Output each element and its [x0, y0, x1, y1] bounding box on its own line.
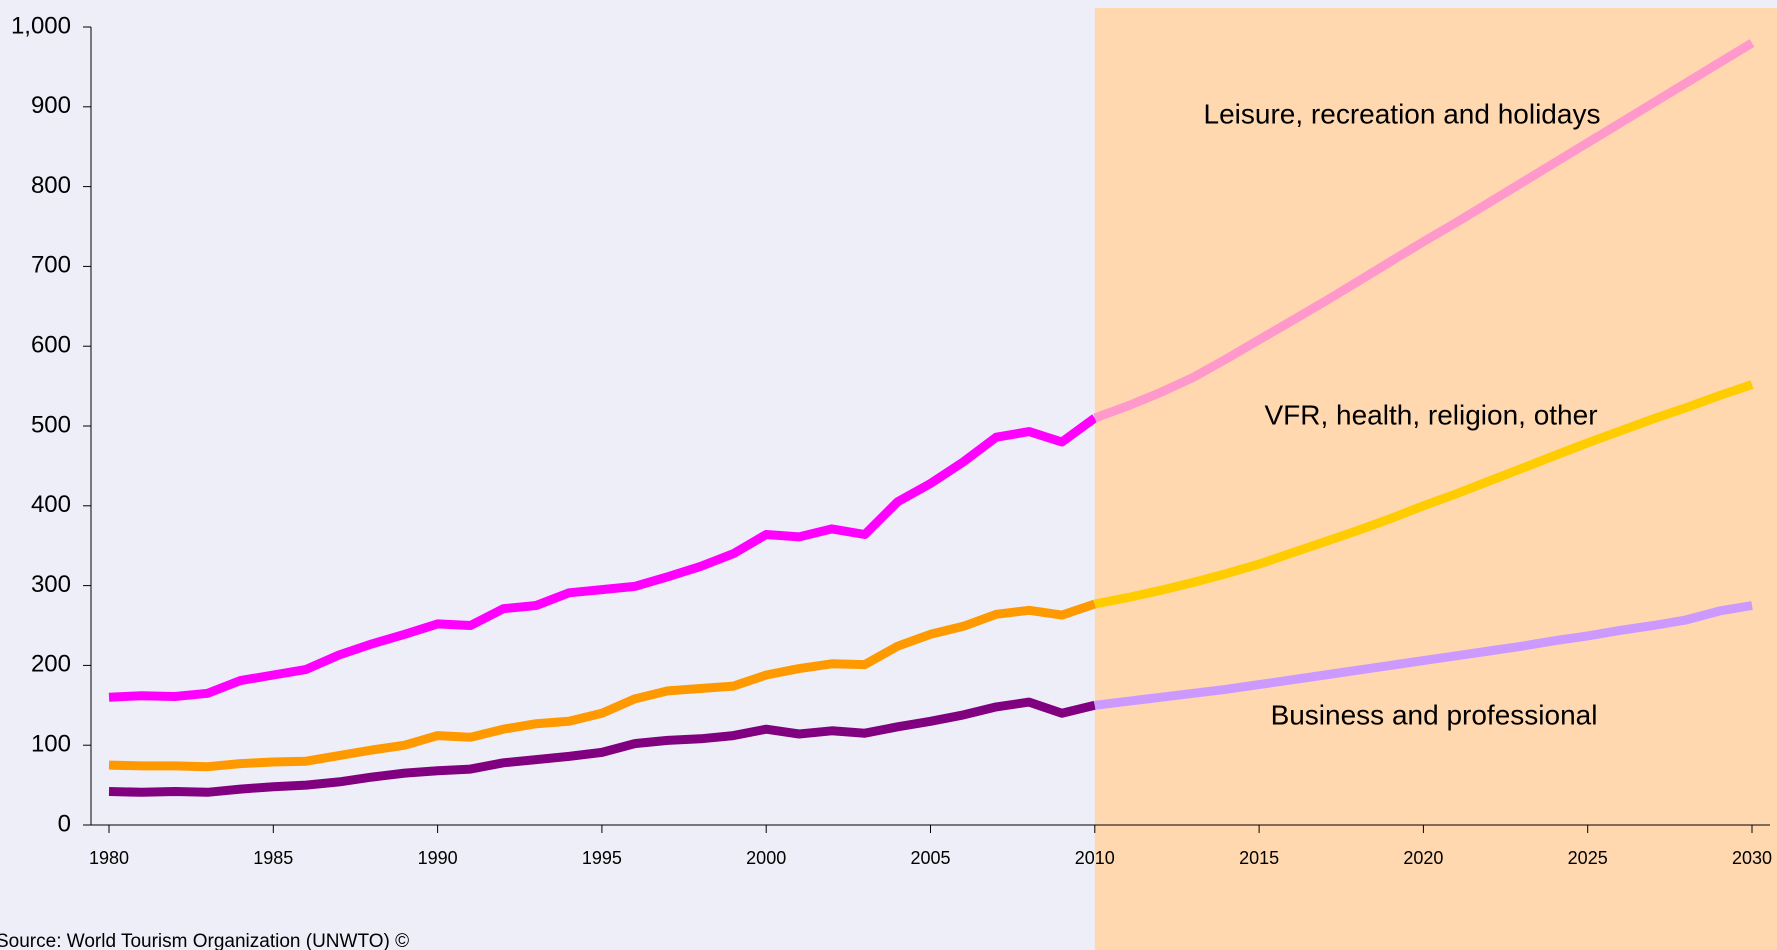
y-tick-label: 1,000: [11, 12, 71, 39]
y-tick-label: 300: [31, 571, 71, 598]
series-line-forecast: [1094, 601, 1753, 710]
y-tick-label: 700: [31, 252, 71, 279]
series-line-forecast: [1093, 380, 1754, 609]
x-tick-label: 2015: [1239, 848, 1279, 868]
y-tick-label: 900: [31, 92, 71, 119]
source-note: Source: World Tourism Organization (UNWT…: [0, 931, 409, 950]
y-tick-label: 100: [31, 731, 71, 758]
series-label: VFR, health, religion, other: [1264, 399, 1597, 430]
series-label: Leisure, recreation and holidays: [1204, 98, 1601, 129]
x-tick-label: 1995: [582, 848, 622, 868]
y-tick-label: 800: [31, 172, 71, 199]
forecast-region: [1094, 8, 1777, 950]
series-line-history: [108, 697, 1096, 797]
x-tick-label: 1990: [418, 848, 458, 868]
x-tick-label: 2010: [1075, 848, 1115, 868]
x-tick-label: 1985: [253, 848, 293, 868]
y-tick-label: 500: [31, 411, 71, 438]
y-tick-label: 600: [31, 332, 71, 359]
x-tick-label: 2005: [910, 848, 950, 868]
x-tick-label: 1980: [89, 848, 129, 868]
x-tick-label: 2025: [1568, 848, 1608, 868]
series-line-history: [108, 414, 1098, 702]
x-tick-label: 2030: [1732, 848, 1772, 868]
x-tick-label: 2000: [746, 848, 786, 868]
x-tick-label: 2020: [1403, 848, 1443, 868]
series-line-history: [108, 599, 1097, 772]
series-label: Business and professional: [1271, 699, 1598, 730]
y-tick-label: 400: [31, 491, 71, 518]
y-tick-label: 0: [58, 810, 71, 837]
y-tick-label: 200: [31, 651, 71, 678]
series-line-forecast: [1093, 39, 1755, 423]
